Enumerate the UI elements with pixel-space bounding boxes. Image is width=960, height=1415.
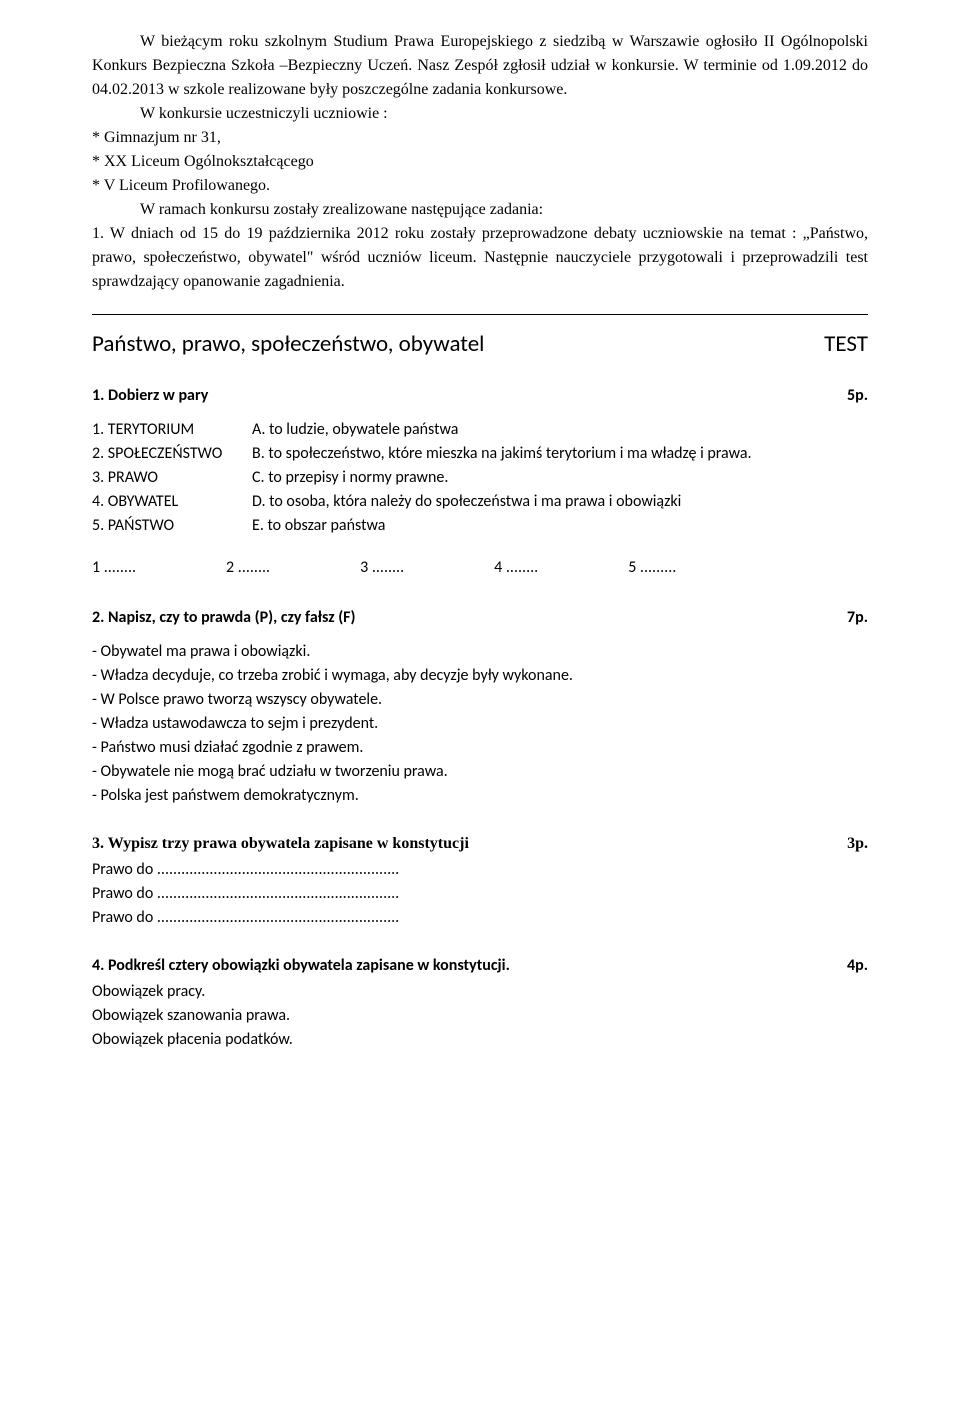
q3-line: Prawo do ...............................… xyxy=(92,858,868,882)
q1-points: 5p. xyxy=(847,384,868,408)
pair-definition: D. to osoba, która należy do społeczeńst… xyxy=(252,490,681,514)
intro-p2: W konkursie uczestniczyli uczniowie : xyxy=(92,102,868,126)
intro-li1: * Gimnazjum nr 31, xyxy=(92,126,868,150)
pair-definition: B. to społeczeństwo, które mieszka na ja… xyxy=(252,442,752,466)
q2-block: 2. Napisz, czy to prawda (P), czy fałsz … xyxy=(92,606,868,808)
q3-heading-row: 3. Wypisz trzy prawa obywatela zapisane … xyxy=(92,832,868,856)
q1-fill-row: 1 ........ 2 ........ 3 ........ 4 ........… xyxy=(92,556,868,580)
q4-line: Obowiązek płacenia podatków. xyxy=(92,1028,868,1052)
intro-p1: W bieżącym roku szkolnym Studium Prawa E… xyxy=(92,30,868,102)
q4-heading: 4. Podkreśl cztery obowiązki obywatela z… xyxy=(92,954,510,978)
q4-heading-row: 4. Podkreśl cztery obowiązki obywatela z… xyxy=(92,954,868,978)
q3-points: 3p. xyxy=(847,832,868,856)
intro-p3: W ramach konkursu zostały zrealizowane n… xyxy=(92,198,868,222)
fill-blank: 4 ........ xyxy=(494,556,538,580)
test-title-row: Państwo, prawo, społeczeństwo, obywatel … xyxy=(92,327,868,362)
test-title: Państwo, prawo, społeczeństwo, obywatel xyxy=(92,327,484,362)
intro-block: W bieżącym roku szkolnym Studium Prawa E… xyxy=(92,30,868,294)
pair-row: 3. PRAWOC. to przepisy i normy prawne. xyxy=(92,466,868,490)
divider xyxy=(92,314,868,315)
q2-points: 7p. xyxy=(847,606,868,630)
fill-blank: 2 ........ xyxy=(226,556,270,580)
pair-term: 2. SPOŁECZEŃSTWO xyxy=(92,442,252,466)
pair-term: 1. TERYTORIUM xyxy=(92,418,252,442)
q2-line: - Polska jest państwem demokratycznym. xyxy=(92,784,868,808)
q3-heading: 3. Wypisz trzy prawa obywatela zapisane … xyxy=(92,832,469,856)
fill-blank: 1 ........ xyxy=(92,556,136,580)
fill-blank: 5 ......... xyxy=(628,556,676,580)
q2-line: - Władza ustawodawcza to sejm i prezyden… xyxy=(92,712,868,736)
q2-heading-row: 2. Napisz, czy to prawda (P), czy fałsz … xyxy=(92,606,868,630)
intro-p4: 1. W dniach od 15 do 19 października 201… xyxy=(92,222,868,294)
pair-term: 4. OBYWATEL xyxy=(92,490,252,514)
pair-definition: A. to ludzie, obywatele państwa xyxy=(252,418,458,442)
q2-line: - Obywatele nie mogą brać udziału w twor… xyxy=(92,760,868,784)
q2-heading: 2. Napisz, czy to prawda (P), czy fałsz … xyxy=(92,606,356,630)
q1-heading-row: 1. Dobierz w pary 5p. xyxy=(92,384,868,408)
q2-line: - Obywatel ma prawa i obowiązki. xyxy=(92,640,868,664)
pair-term: 3. PRAWO xyxy=(92,466,252,490)
q3-line: Prawo do ...............................… xyxy=(92,882,868,906)
q4-line: Obowiązek szanowania prawa. xyxy=(92,1004,868,1028)
intro-li2: * XX Liceum Ogólnokształcącego xyxy=(92,150,868,174)
q2-line: - Państwo musi działać zgodnie z prawem. xyxy=(92,736,868,760)
pair-row: 4. OBYWATELD. to osoba, która należy do … xyxy=(92,490,868,514)
pair-row: 1. TERYTORIUMA. to ludzie, obywatele pań… xyxy=(92,418,868,442)
q1-pairs: 1. TERYTORIUMA. to ludzie, obywatele pań… xyxy=(92,418,868,538)
pair-term: 5. PAŃSTWO xyxy=(92,514,252,538)
q1-heading: 1. Dobierz w pary xyxy=(92,384,208,408)
q3-block: 3. Wypisz trzy prawa obywatela zapisane … xyxy=(92,832,868,930)
q2-line: - W Polsce prawo tworzą wszyscy obywatel… xyxy=(92,688,868,712)
fill-blank: 3 ........ xyxy=(360,556,404,580)
q4-block: 4. Podkreśl cztery obowiązki obywatela z… xyxy=(92,954,868,1052)
q4-line: Obowiązek pracy. xyxy=(92,980,868,1004)
q3-line: Prawo do ...............................… xyxy=(92,906,868,930)
pair-row: 5. PAŃSTWOE. to obszar państwa xyxy=(92,514,868,538)
q2-line: - Władza decyduje, co trzeba zrobić i wy… xyxy=(92,664,868,688)
pair-row: 2. SPOŁECZEŃSTWOB. to społeczeństwo, któ… xyxy=(92,442,868,466)
test-label: TEST xyxy=(824,327,868,362)
intro-li3: * V Liceum Profilowanego. xyxy=(92,174,868,198)
pair-definition: E. to obszar państwa xyxy=(252,514,385,538)
q4-points: 4p. xyxy=(847,954,868,978)
pair-definition: C. to przepisy i normy prawne. xyxy=(252,466,448,490)
